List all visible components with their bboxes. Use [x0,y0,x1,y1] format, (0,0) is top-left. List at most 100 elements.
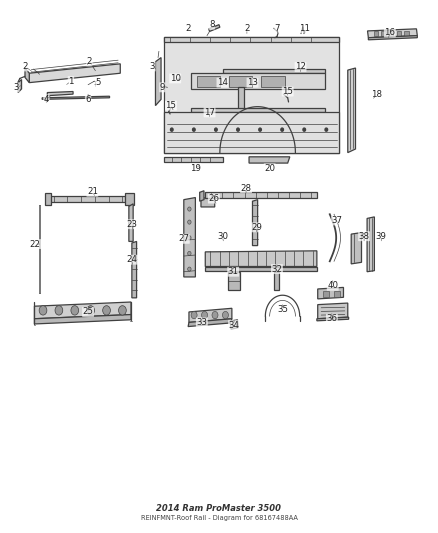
Polygon shape [238,87,244,110]
Polygon shape [176,77,184,83]
Polygon shape [205,266,317,271]
Text: 30: 30 [217,232,228,241]
Polygon shape [201,196,215,207]
Polygon shape [165,37,339,42]
Polygon shape [165,37,339,152]
Circle shape [170,128,173,131]
Polygon shape [205,192,317,198]
Text: 37: 37 [332,216,343,225]
Polygon shape [29,64,120,83]
Polygon shape [129,204,133,241]
Polygon shape [261,76,285,87]
Polygon shape [318,303,348,319]
Circle shape [193,128,195,131]
Polygon shape [223,69,325,73]
Text: 2: 2 [185,25,191,34]
Polygon shape [374,31,378,36]
Polygon shape [274,272,279,290]
Polygon shape [188,319,232,327]
Text: 16: 16 [384,28,396,37]
Polygon shape [184,198,195,277]
Text: 2: 2 [22,62,28,71]
Polygon shape [132,241,137,298]
Text: 26: 26 [208,194,219,203]
Polygon shape [165,112,339,152]
Text: 31: 31 [228,267,239,276]
Polygon shape [191,73,325,89]
Polygon shape [165,157,223,162]
Text: 3: 3 [14,83,19,92]
Polygon shape [189,308,232,322]
Circle shape [187,252,191,255]
Polygon shape [367,217,374,272]
Text: 11: 11 [299,24,311,33]
Polygon shape [318,287,343,299]
Polygon shape [45,193,51,205]
Text: 15: 15 [166,101,177,110]
Text: 32: 32 [272,264,283,273]
Text: 12: 12 [295,62,306,71]
Polygon shape [389,31,393,36]
Polygon shape [404,31,409,36]
Text: 24: 24 [127,255,138,264]
Text: 4: 4 [44,95,49,104]
Circle shape [325,128,328,131]
Circle shape [187,267,191,271]
Polygon shape [368,36,417,40]
Polygon shape [323,290,329,297]
Text: 8: 8 [209,20,215,29]
Polygon shape [351,232,361,264]
Text: 15: 15 [282,87,293,96]
Polygon shape [18,79,21,93]
Polygon shape [200,191,204,201]
Text: 36: 36 [326,314,337,323]
Text: REINFMNT-Roof Rail - Diagram for 68167488AA: REINFMNT-Roof Rail - Diagram for 6816748… [141,515,297,521]
Circle shape [55,306,63,315]
Text: 2: 2 [244,25,250,34]
Circle shape [303,128,306,131]
Text: 2014 Ram ProMaster 3500: 2014 Ram ProMaster 3500 [156,504,282,513]
Text: 27: 27 [178,235,189,244]
Text: 28: 28 [240,184,251,192]
Text: 2: 2 [87,56,92,66]
Text: 33: 33 [196,318,207,327]
Polygon shape [155,58,161,106]
Circle shape [281,128,283,131]
Text: 34: 34 [229,320,240,329]
Text: 9: 9 [160,83,165,92]
Circle shape [237,128,239,131]
Circle shape [223,311,229,319]
Polygon shape [35,314,131,324]
Text: 19: 19 [190,164,201,173]
Text: 7: 7 [275,24,280,33]
Text: 5: 5 [95,78,101,87]
Polygon shape [334,290,340,297]
Polygon shape [348,68,356,152]
Circle shape [119,306,126,315]
Text: 3: 3 [150,62,155,71]
Polygon shape [367,29,417,38]
Text: 13: 13 [247,78,258,87]
Text: 17: 17 [204,108,215,117]
Polygon shape [205,251,317,266]
Circle shape [201,311,208,319]
Circle shape [71,306,79,315]
Circle shape [187,220,191,224]
Polygon shape [208,25,220,31]
Text: 29: 29 [251,223,262,232]
Text: 38: 38 [359,232,370,241]
Polygon shape [249,157,290,163]
Polygon shape [42,96,110,99]
Circle shape [212,311,218,319]
Polygon shape [228,272,240,290]
Polygon shape [191,108,325,112]
Polygon shape [229,76,252,87]
Text: 35: 35 [277,305,288,314]
Polygon shape [125,193,134,205]
Text: 23: 23 [127,220,138,229]
Polygon shape [381,31,385,36]
Text: 18: 18 [371,90,382,99]
Text: 1: 1 [68,77,74,86]
Circle shape [259,128,261,131]
Text: 22: 22 [30,239,41,248]
